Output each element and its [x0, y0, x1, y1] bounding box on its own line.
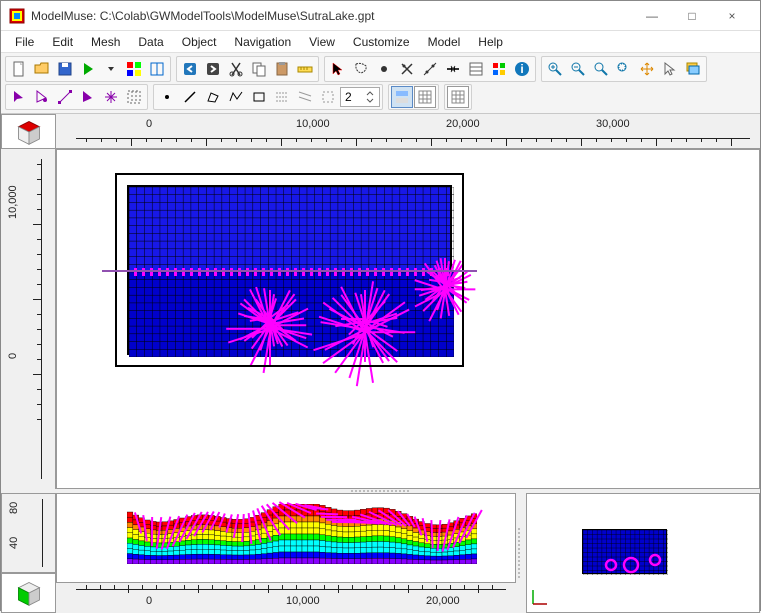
menu-view[interactable]: View — [301, 33, 343, 51]
zoom-out-button[interactable] — [567, 58, 589, 80]
pointer2-button[interactable] — [659, 58, 681, 80]
top-view-pane[interactable] — [56, 149, 760, 489]
menu-mesh[interactable]: Mesh — [83, 33, 128, 51]
pattern1-button[interactable] — [271, 86, 293, 108]
ruler-tick: 0 — [146, 595, 152, 607]
draw-poly-button[interactable] — [202, 86, 224, 108]
zoom-fit-button[interactable] — [590, 58, 612, 80]
break-button[interactable] — [442, 58, 464, 80]
menu-file[interactable]: File — [7, 33, 42, 51]
view-grid2-toggle[interactable] — [447, 86, 469, 108]
bottom-ruler: 0 10,000 20,000 — [56, 583, 516, 613]
toolbar-area: i 2 — [1, 53, 760, 114]
point-button[interactable] — [373, 58, 395, 80]
arrow-purple-button[interactable] — [8, 86, 30, 108]
front-view-cube[interactable] — [1, 573, 56, 613]
menu-navigation[interactable]: Navigation — [226, 33, 299, 51]
burst-button[interactable] — [100, 86, 122, 108]
workspace: 010,00020,00030,000 10,0000 4080 010,000… — [1, 114, 760, 613]
menu-data[interactable]: Data — [130, 33, 171, 51]
app-icon — [9, 8, 25, 24]
menu-object[interactable]: Object — [174, 33, 225, 51]
pattern2-button[interactable] — [294, 86, 316, 108]
cut-button[interactable] — [225, 58, 247, 80]
select-arrow-button[interactable] — [327, 58, 349, 80]
axis-icon — [531, 588, 549, 606]
svg-text:i: i — [520, 62, 523, 76]
zoom-in-button[interactable] — [544, 58, 566, 80]
maximize-button[interactable]: □ — [672, 2, 712, 30]
vertical-splitter[interactable] — [516, 493, 522, 613]
title-bar: ModelMuse: C:\Colab\GWModelTools\ModelMu… — [1, 1, 760, 31]
dropdown-arrow-icon[interactable] — [100, 58, 122, 80]
undo-button[interactable] — [179, 58, 201, 80]
grid-sel-button[interactable] — [123, 86, 145, 108]
palette-button[interactable] — [123, 58, 145, 80]
layer-spinbox[interactable]: 2 — [340, 87, 380, 107]
grid2-button[interactable] — [146, 58, 168, 80]
ruler-tick: 0 — [146, 118, 152, 130]
ruler-button[interactable] — [294, 58, 316, 80]
draw-polyline-button[interactable] — [225, 86, 247, 108]
menu-customize[interactable]: Customize — [345, 33, 418, 51]
color-squares-button[interactable] — [488, 58, 510, 80]
edit-node-button[interactable] — [54, 86, 76, 108]
snap-x-button[interactable] — [396, 58, 418, 80]
menu-model[interactable]: Model — [420, 33, 469, 51]
ruler-tick: 20,000 — [426, 595, 460, 607]
pan-button[interactable] — [636, 58, 658, 80]
left-ruler: 10,000 0 — [1, 149, 56, 489]
open-file-button[interactable] — [31, 58, 53, 80]
new-file-button[interactable] — [8, 58, 30, 80]
draw-line-button[interactable] — [179, 86, 201, 108]
ruler-tick: 80 — [8, 502, 20, 514]
paste-button[interactable] — [271, 58, 293, 80]
layer-button[interactable] — [682, 58, 704, 80]
pattern3-button[interactable] — [317, 86, 339, 108]
view-grid-toggle[interactable] — [414, 86, 436, 108]
zoom-region-button[interactable] — [613, 58, 635, 80]
redo-button[interactable] — [202, 58, 224, 80]
copy-button[interactable] — [248, 58, 270, 80]
save-button[interactable] — [54, 58, 76, 80]
minimize-button[interactable]: — — [632, 2, 672, 30]
draw-rect-button[interactable] — [248, 86, 270, 108]
ruler-tick: 10,000 — [296, 118, 330, 130]
menu-bar: FileEditMeshDataObjectNavigationViewCust… — [1, 31, 760, 53]
close-button[interactable]: × — [712, 2, 752, 30]
ruler-tick: 40 — [8, 537, 20, 549]
menu-edit[interactable]: Edit — [44, 33, 81, 51]
run-button[interactable] — [77, 58, 99, 80]
side-view-pane[interactable] — [526, 493, 760, 613]
info-button[interactable]: i — [511, 58, 533, 80]
view-top-toggle[interactable] — [391, 86, 413, 108]
ruler-tick: 20,000 — [446, 118, 480, 130]
window-title: ModelMuse: C:\Colab\GWModelTools\ModelMu… — [31, 9, 632, 23]
ruler-tick: 30,000 — [596, 118, 630, 130]
layer-spinbox-value: 2 — [345, 90, 352, 104]
draw-point-button[interactable] — [156, 86, 178, 108]
front-view-pane[interactable] — [56, 493, 516, 583]
ruler-tick: 10,000 — [286, 595, 320, 607]
ruler-tick: 10,000 — [7, 185, 19, 219]
ruler-tick: 0 — [7, 353, 19, 359]
arrow-pt-button[interactable] — [31, 86, 53, 108]
top-ruler: 0 10,000 20,000 30,000 — [56, 114, 760, 149]
top-view-cube[interactable] — [1, 114, 56, 149]
snap-line-button[interactable] — [419, 58, 441, 80]
menu-help[interactable]: Help — [470, 33, 511, 51]
props-button[interactable] — [465, 58, 487, 80]
lasso-button[interactable] — [350, 58, 372, 80]
arrow3-button[interactable] — [77, 86, 99, 108]
side-ruler: 40 80 — [1, 493, 56, 573]
